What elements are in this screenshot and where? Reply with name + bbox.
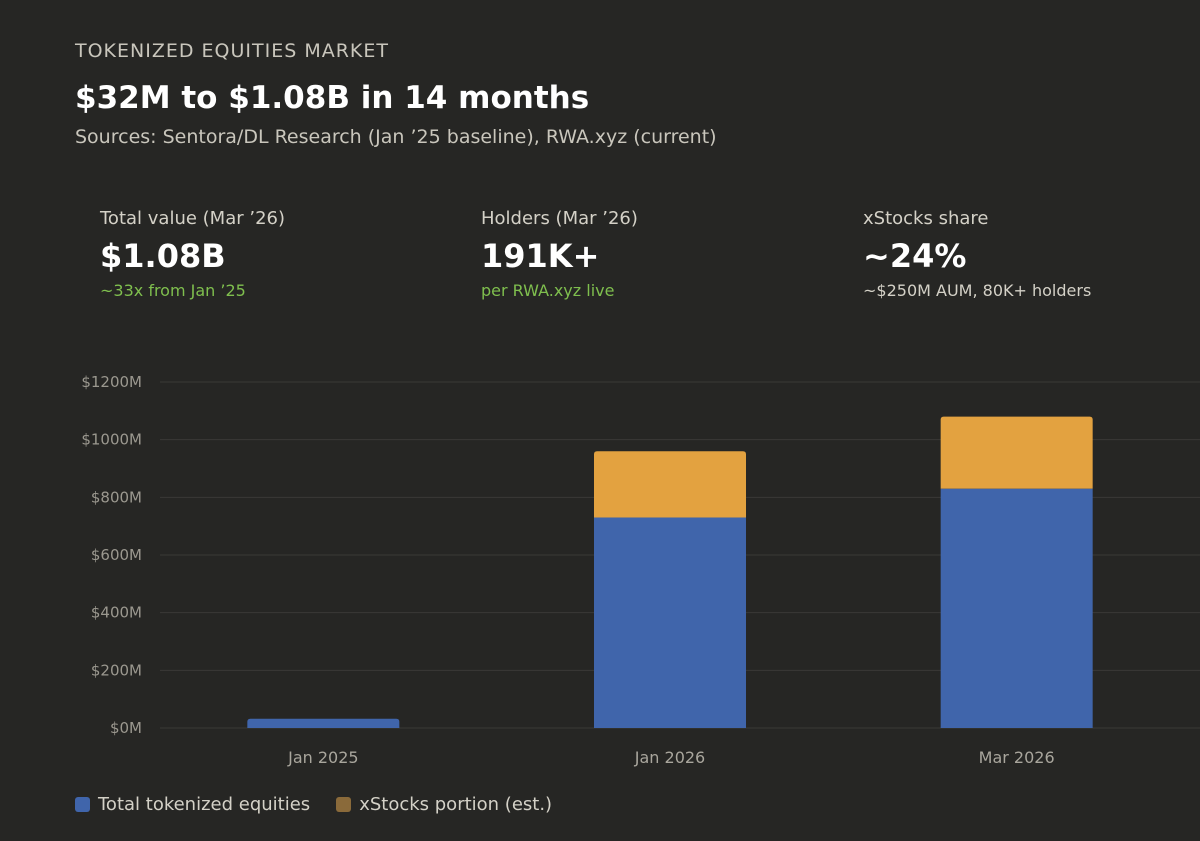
y-tick-label: $400M — [91, 604, 142, 622]
stat-xstocks-share: xStocks share ~24% ~$250M AUM, 80K+ hold… — [863, 208, 1091, 300]
bar-xstocks-segment — [940, 416, 1093, 489]
legend-swatch-xstocks — [336, 797, 352, 812]
legend-swatch-total — [75, 797, 90, 812]
stacked-bar-chart: $0M $200M $400M $600M $800M $1000M $1200M Jan 2… — [81, 373, 1200, 767]
stat-total-value: Total value (Mar ’26) $1.08B ~33x from J… — [100, 208, 285, 300]
x-tick-label: Jan 2025 — [287, 748, 358, 767]
y-tick-label: $800M — [91, 488, 142, 506]
bar-total-segment — [940, 488, 1093, 728]
chart-legend: Total tokenized equities xStocks portion… — [75, 794, 578, 815]
bar-xstocks-segment — [594, 451, 746, 518]
x-tick-label: Mar 2026 — [979, 748, 1055, 767]
legend-item-xstocks: xStocks portion (est.) — [336, 794, 552, 815]
legend-item-total: Total tokenized equities — [75, 794, 310, 815]
stat-subtext: ~$250M AUM, 80K+ holders — [863, 281, 1092, 300]
stat-value: 191K+ — [481, 237, 600, 275]
legend-label-total: Total tokenized equities — [98, 794, 311, 815]
legend-label-xstocks: xStocks portion (est.) — [359, 794, 553, 815]
y-tick-label: $1000M — [81, 431, 142, 449]
section-eyebrow: TOKENIZED EQUITIES MARKET — [75, 40, 389, 62]
stat-value: $1.08B — [100, 237, 226, 275]
bar-total-segment — [247, 718, 400, 728]
bar-total-segment — [594, 517, 746, 728]
stat-label: Holders (Mar ’26) — [481, 208, 638, 229]
stat-holders: Holders (Mar ’26) 191K+ per RWA.xyz live — [481, 208, 638, 300]
y-tick-label: $0M — [110, 719, 142, 737]
y-tick-label: $600M — [91, 546, 142, 564]
stat-value: ~24% — [863, 237, 967, 275]
y-tick-label: $1200M — [81, 373, 142, 391]
sources-caption: Sources: Sentora/DL Research (Jan ’25 ba… — [75, 126, 717, 148]
stat-subtext: ~33x from Jan ’25 — [100, 281, 246, 300]
page-title: $32M to $1.08B in 14 months — [75, 80, 590, 116]
stat-label: xStocks share — [863, 208, 989, 229]
stat-subtext: per RWA.xyz live — [481, 281, 615, 300]
y-tick-label: $200M — [91, 661, 142, 679]
stat-label: Total value (Mar ’26) — [100, 208, 286, 229]
x-tick-label: Jan 2026 — [634, 748, 705, 767]
